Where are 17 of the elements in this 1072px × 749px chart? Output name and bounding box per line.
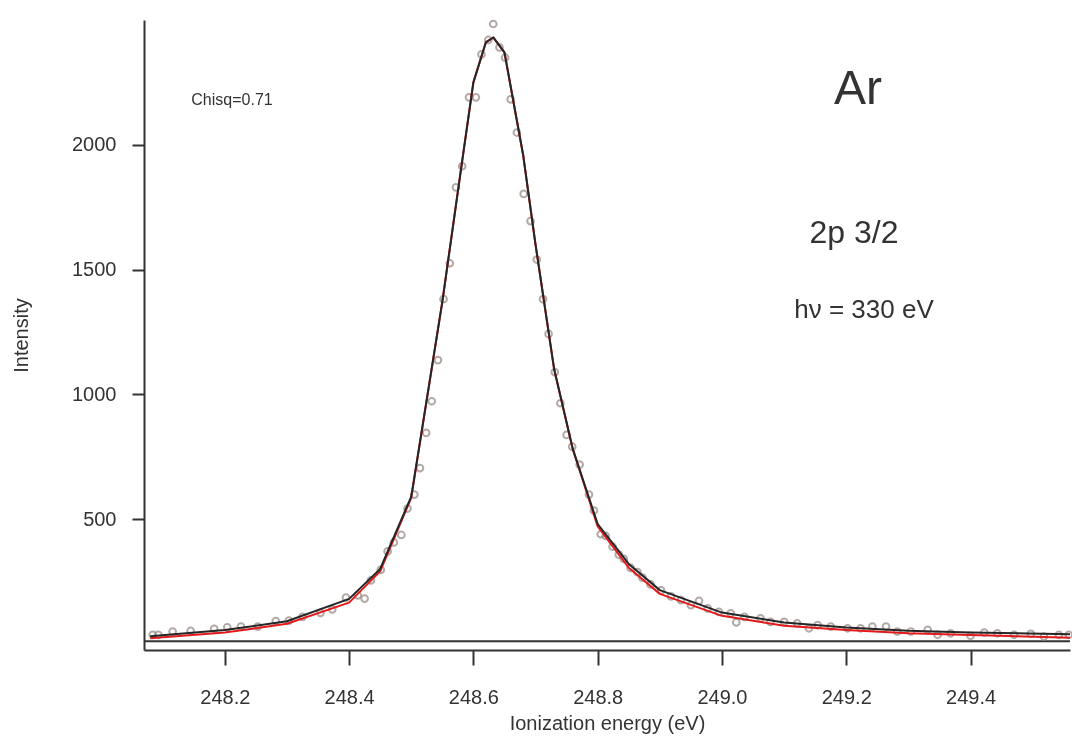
x-axis-title: Ionization energy (eV)	[509, 711, 706, 734]
annotation: 2p 3/2	[809, 214, 899, 250]
annotation: Chisq=0.71	[191, 91, 273, 108]
annotation: Ar	[834, 61, 883, 114]
x-tick-label: 249.4	[946, 685, 997, 708]
x-tick-label: 248.2	[200, 685, 251, 708]
y-tick-label: 1500	[72, 258, 117, 280]
x-tick-label: 248.4	[324, 685, 375, 708]
x-tick-label: 249.2	[821, 685, 872, 708]
y-tick-label: 500	[83, 507, 117, 530]
annotation: hν = 330 eV	[794, 294, 935, 324]
x-tick-label: 249.0	[697, 685, 748, 708]
y-tick-label: 1000	[72, 382, 117, 405]
y-axis-title: Intensity	[10, 298, 33, 373]
y-tick-label: 2000	[72, 133, 117, 156]
x-tick-label: 248.6	[448, 685, 499, 708]
x-tick-label: 248.8	[573, 685, 624, 708]
